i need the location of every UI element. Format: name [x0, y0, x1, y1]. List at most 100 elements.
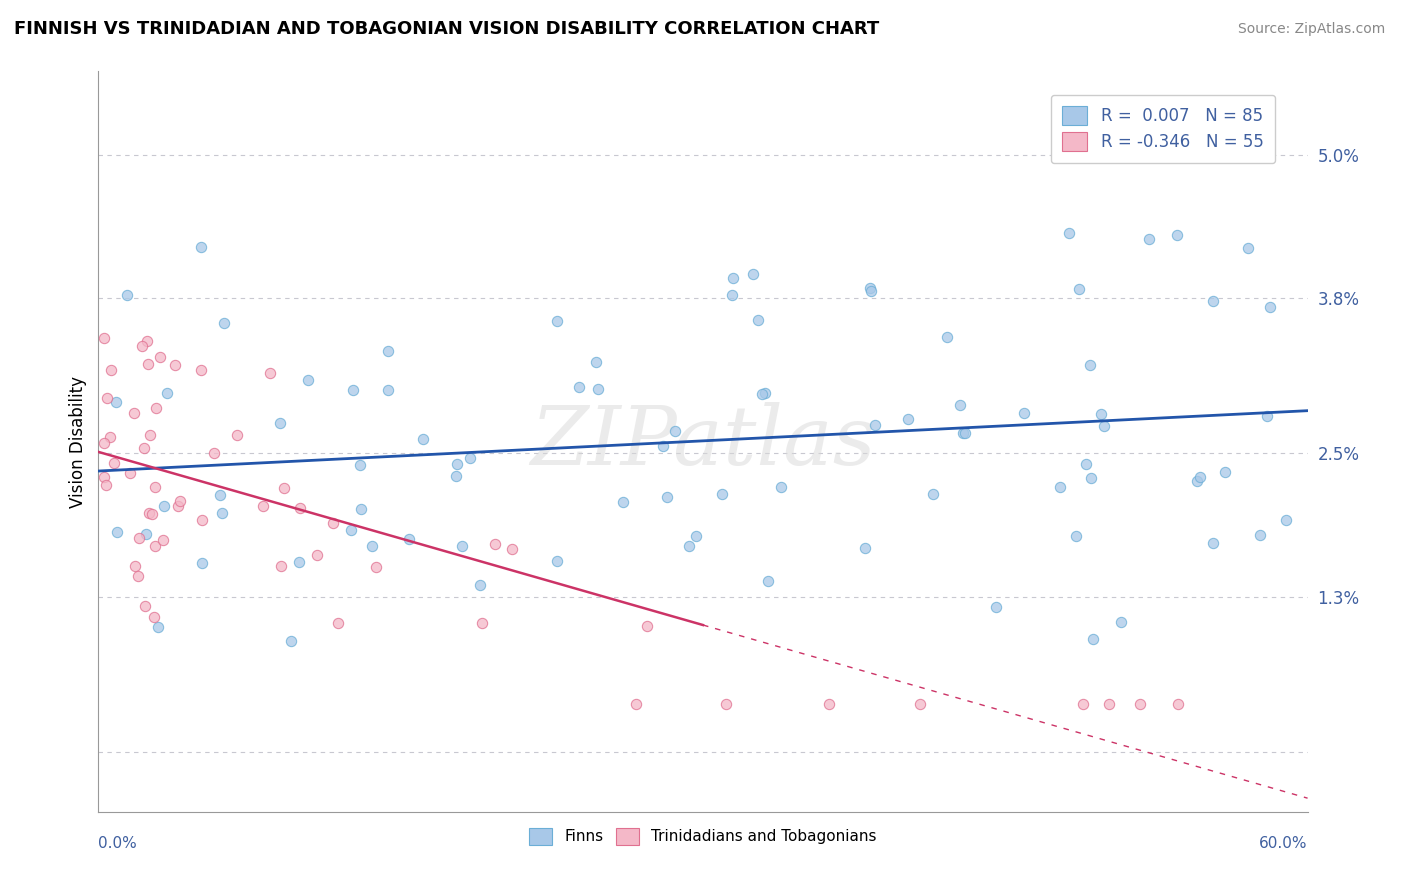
- Point: [1249, 528, 1271, 542]
- Point: [191, 556, 214, 570]
- Point: [138, 507, 160, 521]
- Point: [93, 436, 115, 450]
- Point: [96, 478, 118, 492]
- Point: [350, 501, 373, 516]
- Point: [152, 533, 174, 547]
- Point: [1080, 470, 1102, 484]
- Point: [568, 379, 591, 393]
- Point: [953, 425, 976, 440]
- Point: [751, 387, 773, 401]
- Point: [1064, 529, 1087, 543]
- Point: [288, 501, 311, 516]
- Point: [377, 343, 399, 358]
- Point: [446, 457, 468, 471]
- Point: [636, 619, 658, 633]
- Point: [922, 487, 945, 501]
- Point: [339, 523, 361, 537]
- Point: [818, 698, 841, 712]
- Point: [361, 539, 384, 553]
- Point: [444, 469, 467, 483]
- Point: [546, 313, 568, 327]
- Point: [169, 493, 191, 508]
- Point: [860, 285, 883, 299]
- Point: [742, 268, 765, 282]
- Point: [349, 458, 371, 472]
- Point: [651, 439, 673, 453]
- Point: [1076, 458, 1098, 472]
- Point: [501, 541, 523, 556]
- Point: [471, 615, 494, 630]
- Point: [131, 339, 153, 353]
- Point: [1202, 535, 1225, 549]
- Point: [458, 450, 481, 465]
- Point: [1059, 226, 1081, 240]
- Point: [398, 532, 420, 546]
- Point: [156, 385, 179, 400]
- Point: [136, 334, 159, 348]
- Point: [859, 281, 882, 295]
- Point: [139, 428, 162, 442]
- Y-axis label: Vision Disability: Vision Disability: [69, 376, 87, 508]
- Point: [322, 516, 344, 531]
- Point: [163, 358, 186, 372]
- Point: [721, 288, 744, 302]
- Point: [484, 537, 506, 551]
- Point: [342, 383, 364, 397]
- Point: [128, 531, 150, 545]
- Point: [936, 330, 959, 344]
- Point: [1092, 418, 1115, 433]
- Legend: Finns, Trinidadians and Tobagonians: Finns, Trinidadians and Tobagonians: [519, 817, 887, 856]
- Point: [908, 698, 931, 712]
- Point: [952, 425, 974, 440]
- Point: [118, 466, 141, 480]
- Point: [136, 357, 159, 371]
- Point: [307, 549, 329, 563]
- Point: [626, 698, 648, 712]
- Point: [721, 270, 744, 285]
- Point: [211, 506, 233, 520]
- Point: [145, 401, 167, 415]
- Point: [714, 698, 737, 712]
- Point: [364, 559, 387, 574]
- Point: [754, 386, 776, 401]
- Point: [103, 456, 125, 470]
- Point: [1185, 474, 1208, 488]
- Point: [326, 615, 349, 630]
- Point: [287, 555, 309, 569]
- Point: [1071, 698, 1094, 712]
- Point: [166, 499, 188, 513]
- Point: [270, 558, 292, 573]
- Point: [124, 406, 146, 420]
- Point: [685, 529, 707, 543]
- Point: [1090, 407, 1112, 421]
- Point: [1129, 698, 1152, 712]
- Point: [1256, 409, 1278, 423]
- Point: [411, 432, 433, 446]
- Point: [141, 507, 163, 521]
- Point: [855, 541, 877, 555]
- Point: [1213, 465, 1236, 479]
- Point: [1067, 282, 1090, 296]
- Point: [96, 392, 118, 406]
- Point: [190, 363, 212, 377]
- Point: [273, 481, 295, 495]
- Point: [153, 500, 176, 514]
- Point: [212, 316, 235, 330]
- Point: [1167, 698, 1189, 712]
- Point: [105, 525, 128, 540]
- Text: 60.0%: 60.0%: [1260, 836, 1308, 851]
- Point: [1078, 358, 1101, 372]
- Point: [863, 418, 886, 433]
- Point: [93, 331, 115, 345]
- Point: [585, 355, 607, 369]
- Point: [470, 578, 492, 592]
- Point: [664, 425, 686, 439]
- Point: [949, 398, 972, 412]
- Point: [769, 480, 792, 494]
- Point: [657, 490, 679, 504]
- Point: [143, 609, 166, 624]
- Point: [1258, 300, 1281, 314]
- Point: [93, 470, 115, 484]
- Point: [134, 599, 156, 614]
- Point: [586, 382, 609, 396]
